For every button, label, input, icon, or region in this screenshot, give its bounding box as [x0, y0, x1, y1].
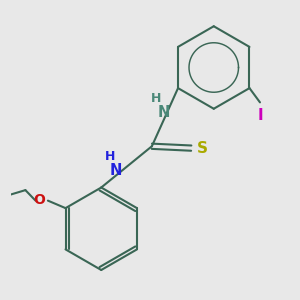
Text: O: O — [33, 193, 45, 207]
Text: S: S — [196, 141, 208, 156]
Text: N: N — [158, 105, 170, 120]
Text: H: H — [104, 150, 115, 163]
Text: I: I — [258, 108, 263, 123]
Text: H: H — [151, 92, 161, 105]
Text: N: N — [110, 163, 122, 178]
